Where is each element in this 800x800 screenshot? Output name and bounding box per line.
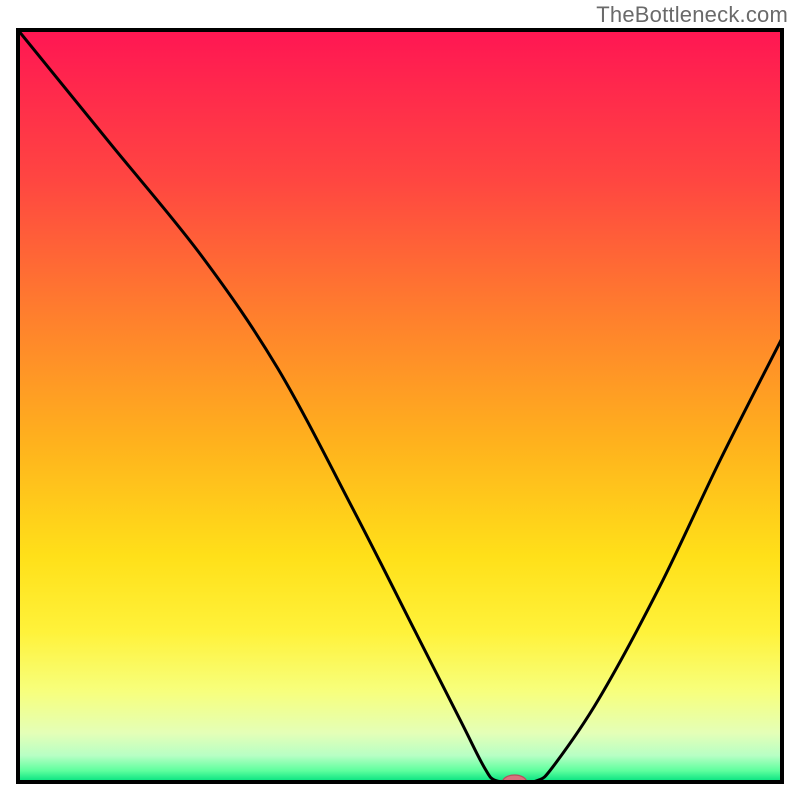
bottleneck-curve-chart (0, 0, 800, 800)
chart-root: TheBottleneck.com (0, 0, 800, 800)
plot-background (18, 30, 782, 782)
watermark-text: TheBottleneck.com (596, 2, 788, 28)
